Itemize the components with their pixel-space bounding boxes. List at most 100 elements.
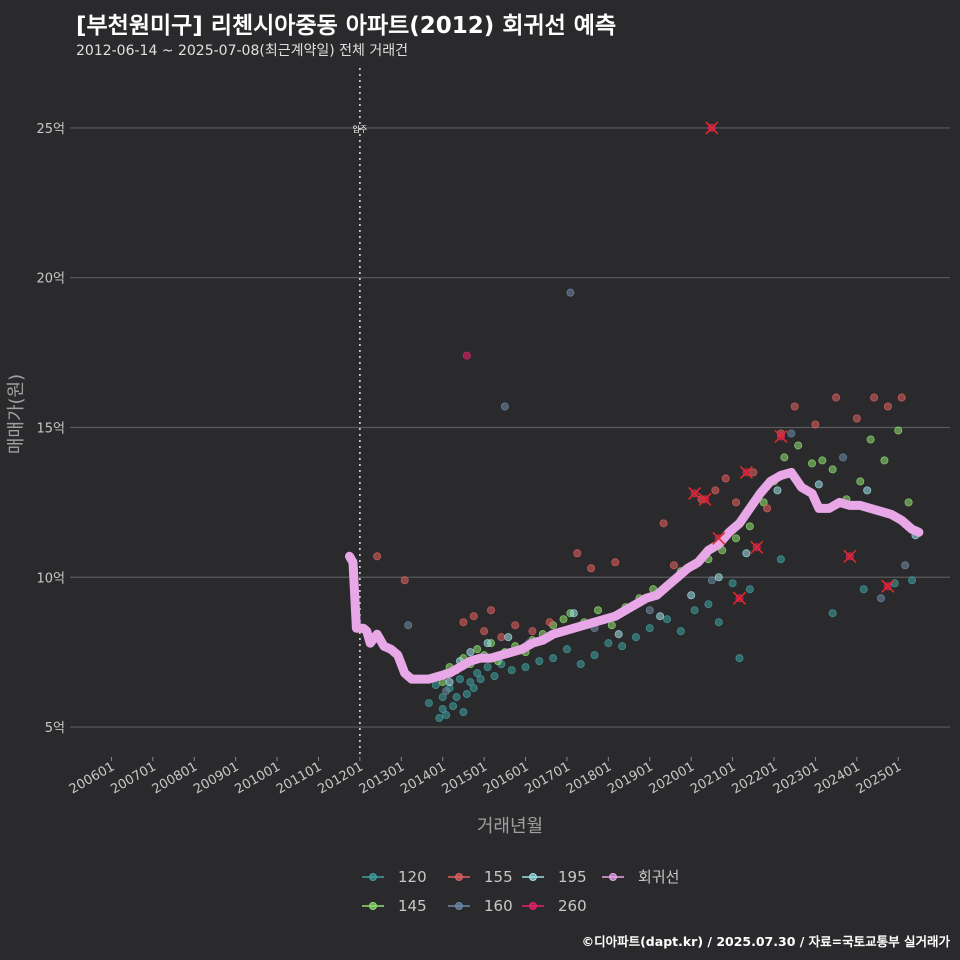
data-point-120 [455,675,464,684]
data-point-120 [483,663,492,672]
x-tick-label: 201801 [564,759,614,797]
data-point-120 [535,657,544,666]
data-point-155 [587,564,596,573]
crossed-point-marker [705,121,719,135]
data-point-145 [473,645,482,654]
data-point-155 [852,414,861,423]
data-point-195 [863,486,872,495]
data-point-120 [828,609,837,618]
data-point-120 [776,555,785,564]
data-point-160 [839,453,848,462]
data-point-160 [645,606,654,615]
legend-swatch-dot [455,873,463,881]
x-tick-label: 201701 [522,759,572,797]
data-point-120 [549,654,558,663]
data-point-155 [883,402,892,411]
data-point-155 [469,612,478,621]
data-point-120 [521,663,530,672]
data-point-120 [431,681,440,690]
data-point-120 [476,675,485,684]
data-point-160 [442,687,451,696]
regression-line-path [345,467,924,684]
chart-subtitle: 2012-06-14 ~ 2025-07-08(최근계약일) 전체 거래건 [76,43,408,59]
x-tick-label: 201001 [233,759,283,797]
data-point-155 [611,558,620,567]
data-point-145 [880,456,889,465]
data-points [373,123,920,723]
data-point-155 [669,561,678,570]
crossed-point-marker [881,579,895,593]
crossed-point-marker [732,591,747,605]
y-tick-label: 10억 [36,571,65,586]
data-point-145 [904,498,913,507]
x-tick-label: 202401 [812,759,862,797]
data-point-260 [462,351,471,360]
legend-swatch-dot [369,873,377,881]
data-point-195 [656,612,665,621]
data-point-145 [828,465,837,474]
occupancy-marker: 입주 [353,68,368,757]
crossed-point-marker [774,429,788,444]
data-point-160 [787,429,796,438]
data-point-120 [466,678,475,687]
data-point-195 [483,639,492,648]
legend-swatch-dot [609,873,617,881]
data-point-120 [714,618,723,627]
x-tick-label: 201301 [357,759,407,797]
data-point-155 [400,576,409,585]
x-tick-label: 200801 [150,759,200,797]
data-point-155 [487,606,496,615]
data-point-195 [742,549,751,558]
data-point-155 [832,393,841,402]
data-point-145 [780,453,789,462]
data-point-120 [442,711,451,720]
x-tick-label: 200601 [67,759,117,797]
legend-swatch-dot [455,902,463,910]
data-point-160 [901,561,910,570]
data-point-155 [528,627,537,636]
data-point-195 [504,633,513,642]
data-point-145 [894,426,903,435]
data-point-120 [690,606,699,615]
data-point-120 [859,585,868,594]
data-point-195 [569,609,578,618]
data-point-120 [631,633,640,642]
data-point-120 [490,672,499,681]
data-point-120 [576,660,585,669]
legend-item-label: 160 [484,897,513,915]
data-point-195 [445,678,454,687]
data-point-120 [469,684,478,693]
data-point-160 [876,594,885,603]
data-point-155 [763,504,772,513]
legend-item-label: 회귀선 [638,868,679,886]
data-point-145 [856,477,865,486]
y-tick-label: 15억 [36,421,65,436]
data-point-120 [745,585,754,594]
data-point-160 [566,288,575,297]
x-axis-title: 거래년월 [477,816,543,837]
occupancy-label: 입주 [353,125,368,134]
data-point-155 [545,618,554,627]
x-tick-label: 201101 [274,759,324,797]
data-point-120 [890,579,899,588]
data-point-155 [811,420,820,429]
x-axis-ticks: 2006012007012008012009012010012011012012… [67,757,904,797]
data-point-195 [466,648,475,657]
data-point-145 [594,606,603,615]
data-point-120 [424,699,433,708]
data-point-120 [449,702,458,711]
x-tick-label: 201501 [440,759,490,797]
chart-title: [부천원미구] 리첸시아중동 아파트(2012) 회귀선 예측 [76,13,617,39]
data-point-145 [794,441,803,450]
data-point-155 [732,498,741,507]
data-point-145 [732,534,741,543]
data-point-155 [897,393,906,402]
legend-item-label: 145 [398,897,427,915]
data-point-120 [704,600,713,609]
legend-item-label: 155 [484,868,513,886]
data-point-195 [614,630,623,639]
data-point-120 [663,615,672,624]
data-point-120 [728,579,737,588]
crossed-point-marker [698,492,712,506]
source-credit: ©디아파트(dapt.kr) / 2025.07.30 / 자료=국토교통부 실… [581,934,950,949]
